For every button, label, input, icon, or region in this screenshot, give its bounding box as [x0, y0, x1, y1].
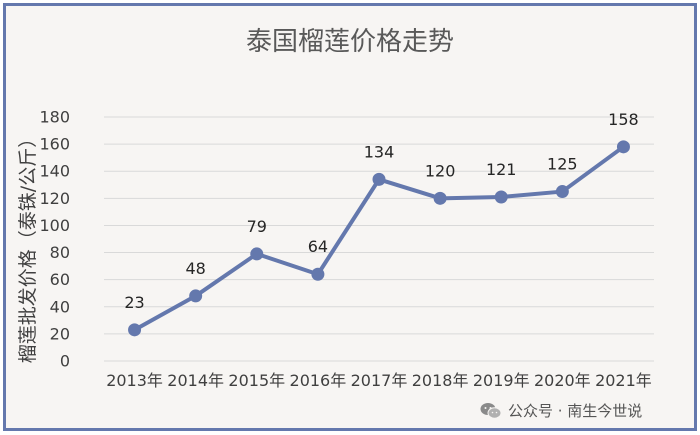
data-point: [128, 323, 142, 337]
data-label: 48: [185, 259, 205, 278]
chart-frame: 泰国榴莲价格走势 榴莲批发价格（泰铢/公斤） 0 20 40 60 80 100 120 14…: [3, 3, 697, 431]
watermark: 公众号 · 南生今世说: [480, 400, 642, 421]
data-label: 121: [486, 160, 517, 179]
x-tick-label: 2020年: [534, 371, 591, 390]
data-point: [250, 247, 264, 261]
y-tick-label: 0: [60, 352, 70, 371]
data-point: [616, 140, 630, 154]
y-axis-label: 榴莲批发价格（泰铢/公斤）: [17, 129, 39, 363]
chart-title: 泰国榴莲价格走势: [246, 27, 454, 57]
series: [128, 140, 630, 337]
wechat-icon: [480, 402, 502, 419]
y-tick-label: 100: [39, 216, 70, 235]
data-point: [189, 289, 203, 303]
x-ticks: 2013年 2014年 2015年 2016年 2017年 2018年 2019年 2020年…: [106, 371, 652, 390]
data-label: 79: [247, 217, 267, 236]
y-tick-label: 20: [50, 324, 70, 343]
y-tick-label: 60: [50, 270, 70, 289]
x-tick-label: 2018年: [412, 371, 469, 390]
data-labels: 23 48 79 64 134 120 121 125 158: [124, 110, 638, 312]
y-ticks: 0 20 40 60 80 100 120 140 160 180: [39, 108, 70, 371]
y-tick-label: 180: [39, 108, 70, 127]
x-tick-label: 2014年: [167, 371, 224, 390]
x-tick-label: 2017年: [351, 371, 408, 390]
x-tick-label: 2013年: [106, 371, 163, 390]
chart: 泰国榴莲价格走势 榴莲批发价格（泰铢/公斤） 0 20 40 60 80 100 120 14…: [17, 27, 654, 390]
data-point: [555, 185, 569, 199]
data-point: [311, 267, 325, 281]
watermark-text: 公众号 · 南生今世说: [508, 402, 643, 420]
data-label: 158: [608, 110, 639, 129]
data-label: 125: [547, 155, 578, 174]
data-label: 23: [124, 293, 144, 312]
data-point: [494, 190, 508, 204]
x-tick-label: 2016年: [290, 371, 347, 390]
data-label: 120: [425, 161, 456, 180]
gridlines: [104, 116, 654, 362]
data-point: [433, 191, 447, 205]
x-tick-label: 2019年: [473, 371, 530, 390]
data-point: [372, 172, 386, 186]
x-tick-label: 2015年: [228, 371, 285, 390]
y-tick-label: 80: [50, 243, 70, 262]
data-label: 134: [364, 142, 395, 161]
y-tick-label: 160: [39, 135, 70, 154]
data-label: 64: [308, 237, 328, 256]
y-tick-label: 120: [39, 189, 70, 208]
y-tick-label: 140: [39, 162, 70, 181]
x-tick-label: 2021年: [595, 371, 652, 390]
y-tick-label: 40: [50, 297, 70, 316]
